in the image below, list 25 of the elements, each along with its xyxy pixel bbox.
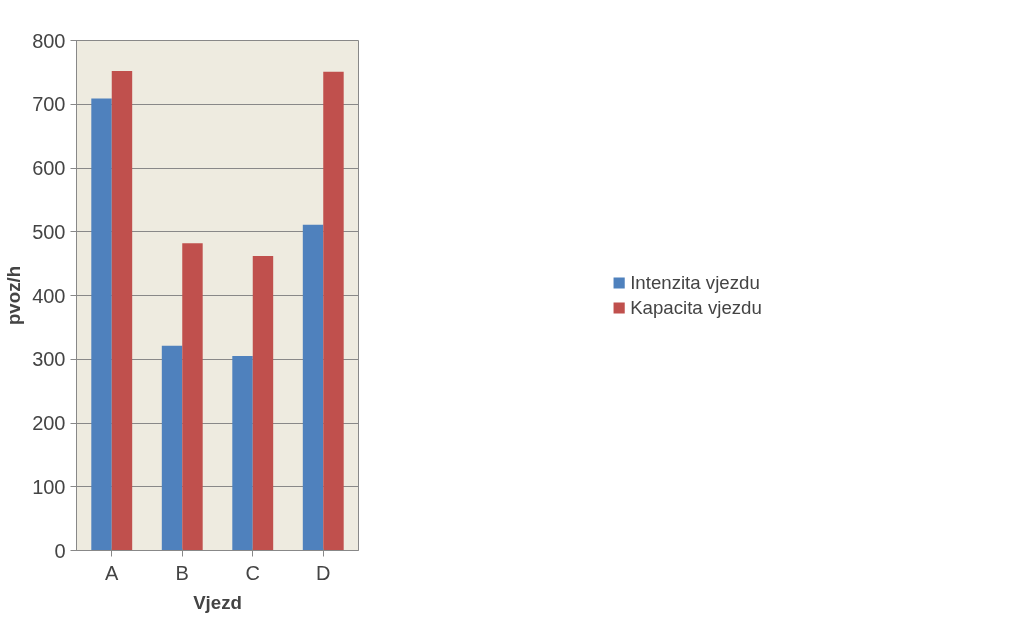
- bar: [91, 98, 112, 551]
- y-tick-label: 300: [32, 348, 66, 371]
- y-tick-label: 600: [32, 157, 66, 179]
- y-axis-title: pvoz/h: [3, 265, 25, 326]
- bar: [323, 71, 344, 551]
- bar: [161, 345, 183, 551]
- x-tick-label: A: [105, 561, 120, 584]
- y-tick-label: 200: [32, 412, 66, 434]
- legend-label: Kapacita vjezdu: [630, 296, 762, 319]
- x-tick-label: C: [245, 561, 260, 584]
- x-axis-title: Vjezd: [193, 591, 242, 613]
- bar: [111, 71, 133, 551]
- bar: [302, 224, 324, 551]
- x-tick-label: B: [175, 561, 189, 584]
- bar: [182, 243, 203, 551]
- legend-label: Intenzita vjezdu: [630, 271, 760, 294]
- y-tick-label: 400: [32, 284, 66, 307]
- y-tick-label: 100: [32, 475, 66, 498]
- bar: [252, 255, 274, 551]
- y-tick-label: 0: [54, 539, 66, 562]
- y-tick-label: 800: [32, 29, 66, 52]
- bar: [232, 356, 253, 551]
- x-tick-label: D: [316, 561, 331, 584]
- y-tick-label: 700: [32, 93, 66, 116]
- y-tick-label: 500: [32, 220, 66, 243]
